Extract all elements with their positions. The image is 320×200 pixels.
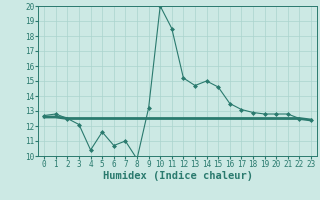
X-axis label: Humidex (Indice chaleur): Humidex (Indice chaleur)	[103, 171, 252, 181]
